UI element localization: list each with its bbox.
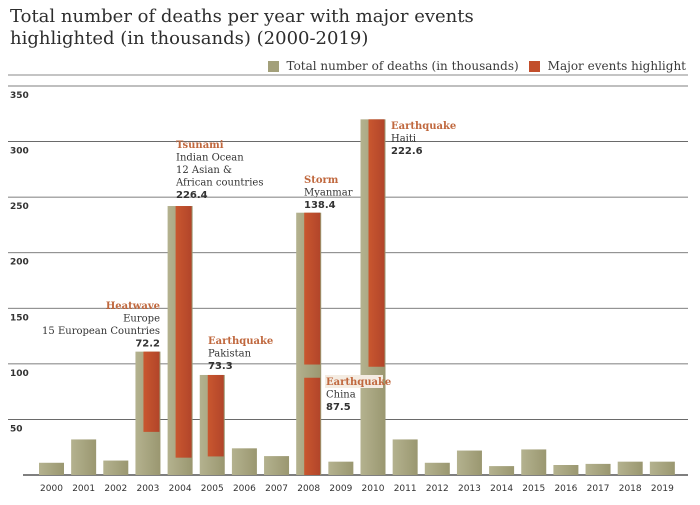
- x-tick-label: 2017: [587, 484, 610, 494]
- legend-label-events: Major events highlight: [547, 59, 686, 73]
- annotation-type: Heatwave: [106, 301, 160, 312]
- bar-event-2008-storm: [304, 212, 321, 365]
- y-tick-label: 300: [10, 147, 29, 157]
- annotation-location: 12 Asian &: [176, 165, 232, 176]
- x-tick-label: 2015: [522, 484, 545, 494]
- annotation-location: Myanmar: [304, 188, 353, 199]
- x-tick-label: 2001: [72, 484, 95, 494]
- y-tick-label: 100: [10, 369, 29, 379]
- bar-total-2018: [617, 461, 643, 475]
- bar-event-2004-tsunami: [175, 206, 192, 458]
- annotation-location: African countries: [175, 178, 263, 189]
- bar-total-2007: [264, 456, 290, 475]
- x-tick-label: 2014: [490, 484, 513, 494]
- legend: Total number of deaths (in thousands) Ma…: [258, 59, 686, 73]
- x-tick-label: 2013: [458, 484, 481, 494]
- legend-item-events: Major events highlight: [528, 59, 686, 73]
- y-tick-label: 350: [10, 91, 29, 101]
- legend-swatch-events: [528, 60, 540, 72]
- x-tick-label: 2019: [651, 484, 674, 494]
- x-tick-label: 2012: [426, 484, 449, 494]
- annotation-location: Pakistan: [208, 349, 252, 360]
- bar-total-2006: [231, 448, 257, 475]
- bar-total-2017: [585, 463, 611, 475]
- x-tick-label: 2009: [329, 484, 352, 494]
- bar-total-2012: [424, 462, 450, 475]
- bar-total-2015: [521, 449, 547, 475]
- y-tick-label: 150: [10, 313, 29, 323]
- x-tick-label: 2011: [394, 484, 417, 494]
- bar-event-2003-heatwave: [143, 351, 160, 432]
- bar-total-2001: [71, 439, 97, 475]
- annotation-type: Storm: [304, 175, 339, 186]
- bar-total-2000: [39, 462, 64, 475]
- y-tick-label: 250: [10, 202, 29, 212]
- annotation-location: Indian Ocean: [176, 153, 244, 164]
- bar-total-2016: [553, 464, 579, 475]
- bar-total-2019: [649, 461, 675, 475]
- annotation-location: Haiti: [391, 134, 416, 145]
- annotation-location: Europe: [123, 314, 160, 325]
- bar-total-2009: [328, 461, 354, 475]
- legend-item-total: Total number of deaths (in thousands): [267, 59, 519, 73]
- bar-event-2010-earthquake: [368, 119, 385, 367]
- annotation-type: Tsunami: [176, 140, 224, 151]
- x-tick-label: 2002: [104, 484, 127, 494]
- chart-title: Total number of deaths per year with maj…: [10, 6, 474, 50]
- annotation-value: 138.4: [304, 200, 336, 211]
- annotation-value: 73.3: [208, 361, 233, 372]
- y-tick-label: 50: [10, 424, 23, 434]
- x-tick-label: 2004: [169, 484, 192, 494]
- x-tick-label: 2007: [265, 484, 288, 494]
- annotation-location: 15 European Countries: [42, 326, 160, 337]
- annotation-value: 222.6: [391, 146, 423, 157]
- bar-event-2005-earthquake: [207, 374, 224, 457]
- bar-total-2014: [489, 466, 515, 475]
- chart-title-line2: highlighted (in thousands) (2000-2019): [10, 28, 369, 49]
- x-tick-label: 2018: [619, 484, 642, 494]
- x-tick-label: 2006: [233, 484, 256, 494]
- x-tick-label: 2008: [297, 484, 320, 494]
- bar-total-2013: [456, 450, 482, 475]
- annotation-location: China: [326, 390, 356, 401]
- bar-total-2011: [392, 439, 418, 475]
- annotation-type: Earthquake: [208, 336, 273, 347]
- x-tick-label: 2000: [40, 484, 63, 494]
- annotation-value: 226.4: [176, 190, 208, 201]
- annotation-type: Earthquake: [391, 121, 456, 132]
- annotation-label-bg: [325, 375, 383, 388]
- annotation-value: 72.2: [135, 339, 160, 350]
- annotation-type: Earthquake: [326, 377, 391, 388]
- bar-total-2002: [103, 460, 129, 475]
- x-tick-label: 2016: [554, 484, 577, 494]
- bar-event-2008-earthquake: [304, 377, 321, 475]
- x-tick-label: 2010: [362, 484, 385, 494]
- x-tick-label: 2003: [136, 484, 159, 494]
- x-tick-label: 2005: [201, 484, 224, 494]
- chart-title-line1: Total number of deaths per year with maj…: [10, 6, 474, 27]
- annotation-value: 87.5: [326, 402, 351, 413]
- legend-label-total: Total number of deaths (in thousands): [286, 59, 519, 73]
- legend-swatch-total: [267, 60, 279, 72]
- y-tick-label: 200: [10, 258, 29, 268]
